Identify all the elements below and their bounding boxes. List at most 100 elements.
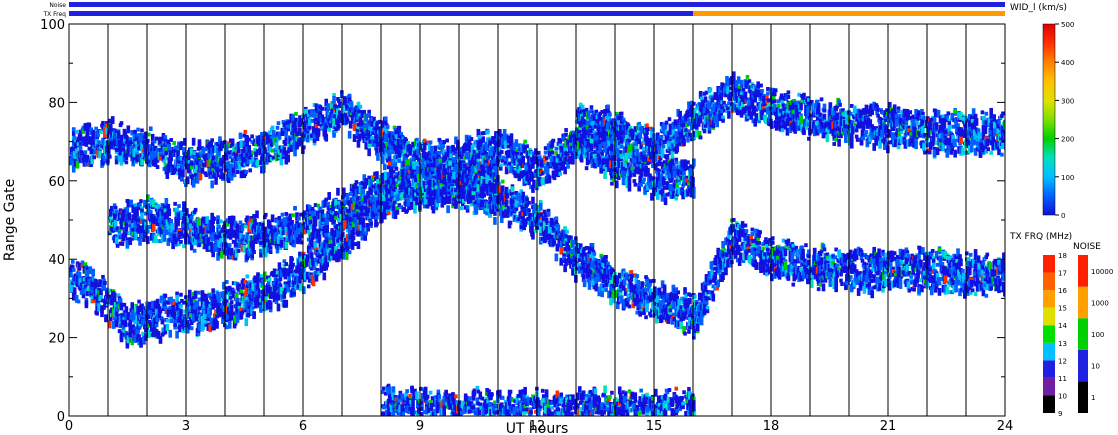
- data-cell: [927, 259, 931, 268]
- data-cell: [627, 304, 632, 309]
- data-cell: [350, 242, 355, 250]
- data-cell: [107, 148, 111, 156]
- data-cell: [734, 239, 739, 247]
- data-cell: [265, 132, 270, 141]
- data-cell: [806, 274, 810, 279]
- data-cell: [224, 164, 228, 169]
- data-cell: [952, 285, 956, 293]
- data-cell: [140, 157, 144, 166]
- data-cell: [863, 281, 868, 289]
- data-cell: [966, 273, 970, 282]
- data-cell: [907, 288, 912, 293]
- data-cell: [269, 286, 274, 295]
- data-cell: [215, 320, 219, 329]
- data-cell: [254, 153, 258, 158]
- data-cell: [724, 267, 728, 276]
- data-cell: [883, 262, 887, 267]
- data-cell: [754, 229, 759, 238]
- data-cell: [345, 224, 350, 229]
- data-cell: [637, 286, 642, 295]
- data-cell: [347, 250, 352, 255]
- data-cell: [978, 262, 983, 267]
- data-cell: [858, 271, 863, 276]
- data-cell: [276, 292, 281, 301]
- data-cell: [237, 165, 242, 170]
- data-cell: [869, 269, 874, 274]
- data-cell: [102, 284, 106, 288]
- data-cell: [384, 196, 389, 205]
- data-cell: [90, 144, 95, 153]
- data-cell: [684, 293, 688, 298]
- data-cell: [607, 290, 611, 299]
- data-cell: [105, 121, 109, 126]
- data-cell: [87, 278, 92, 287]
- data-cell: [872, 285, 876, 290]
- data-cell: [720, 265, 724, 270]
- data-cell: [342, 251, 346, 260]
- data-cell: [289, 259, 293, 268]
- data-cell: [502, 191, 507, 196]
- data-cell: [644, 288, 648, 292]
- data-cell: [94, 143, 98, 152]
- data-cell: [519, 225, 524, 230]
- data-cell: [951, 279, 955, 288]
- data-cell: [509, 198, 514, 206]
- data-cell: [896, 258, 901, 267]
- data-cell: [225, 144, 229, 149]
- data-cell: [87, 146, 92, 151]
- data-cell: [78, 142, 83, 146]
- data-cell: [266, 285, 271, 289]
- data-cell: [141, 150, 145, 159]
- data-cell: [499, 191, 504, 200]
- data-cell: [736, 244, 741, 249]
- data-cell: [175, 168, 179, 173]
- data-cell: [189, 165, 194, 170]
- data-cell: [102, 305, 106, 310]
- data-cell: [254, 142, 258, 147]
- data-cell: [325, 259, 330, 268]
- data-cell: [274, 300, 279, 305]
- data-cell: [186, 325, 190, 334]
- data-cell: [639, 301, 643, 310]
- data-cell: [191, 313, 196, 322]
- data-cell: [985, 267, 990, 276]
- data-cell: [694, 300, 699, 304]
- data-cell: [812, 247, 817, 256]
- data-cell: [217, 313, 221, 318]
- data-cell: [824, 265, 829, 274]
- data-cell: [665, 292, 670, 301]
- data-cell: [191, 137, 196, 146]
- data-cell: [941, 251, 946, 259]
- data-cell: [465, 205, 470, 210]
- data-cell: [492, 205, 496, 213]
- data-cell: [195, 161, 200, 166]
- data-cell: [280, 294, 285, 303]
- data-cell: [611, 269, 615, 277]
- data-cell: [533, 203, 537, 212]
- data-cell: [744, 238, 749, 243]
- data-cell: [263, 271, 267, 280]
- data-cell: [227, 169, 232, 178]
- data-cell: [139, 136, 143, 144]
- data-cell: [867, 276, 872, 281]
- data-cell: [564, 234, 568, 239]
- data-cell: [913, 279, 917, 288]
- data-cell: [75, 160, 80, 169]
- data-cell: [93, 285, 97, 294]
- data-cell: [164, 156, 169, 161]
- data-cell: [182, 328, 186, 333]
- data-cell: [306, 134, 311, 139]
- data-cell: [709, 294, 714, 299]
- data-cell: [148, 127, 153, 132]
- data-cell: [559, 243, 564, 248]
- data-cell: [90, 156, 95, 165]
- data-cell: [910, 253, 915, 258]
- data-cell: [659, 315, 664, 320]
- data-cell: [631, 300, 636, 309]
- data-cell: [214, 300, 218, 305]
- data-cell: [221, 144, 225, 149]
- data-cell: [858, 282, 863, 287]
- data-cell: [634, 276, 639, 284]
- data-cell: [247, 312, 252, 316]
- data-cell: [186, 297, 190, 306]
